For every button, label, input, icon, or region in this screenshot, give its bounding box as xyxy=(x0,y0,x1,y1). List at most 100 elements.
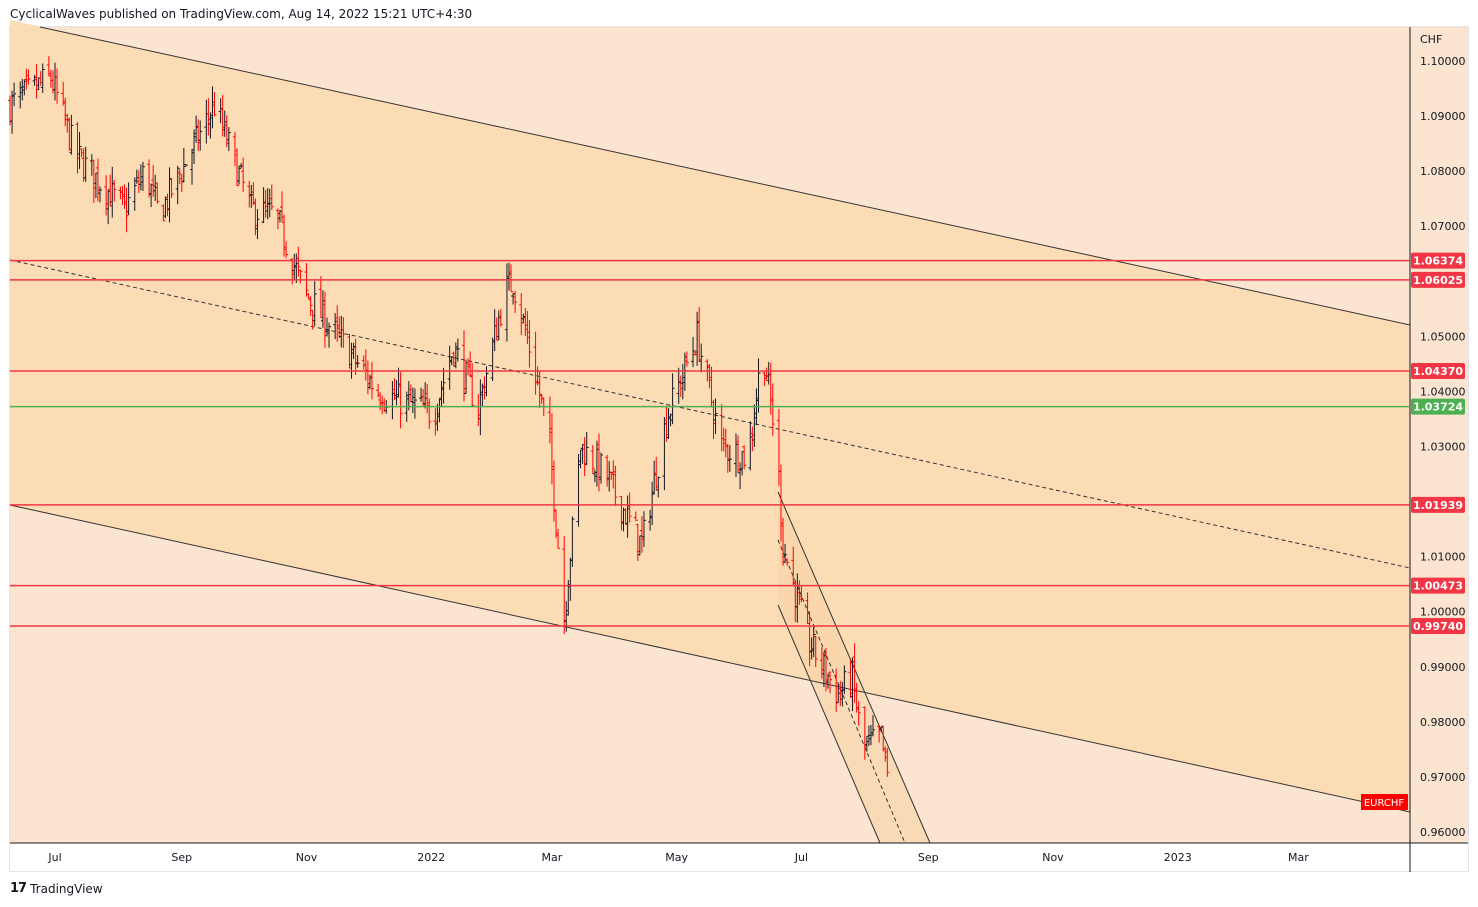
ohlc-bar xyxy=(132,177,137,211)
price-tick-label: 1.00000 xyxy=(1420,606,1466,619)
ohlc-bar xyxy=(126,182,131,215)
price-tick-label: 1.09000 xyxy=(1420,110,1466,123)
small-channel-lower-line xyxy=(777,604,881,844)
ohlc-bar xyxy=(412,388,417,419)
ohlc-bar xyxy=(69,114,74,155)
time-tick-label: Jul xyxy=(794,851,808,864)
price-level-label: 1.03724 xyxy=(1413,401,1463,414)
ohlc-bar xyxy=(584,431,589,465)
ohlc-bar xyxy=(212,91,217,117)
ohlc-bar xyxy=(298,269,303,284)
ohlc-bar xyxy=(181,147,186,183)
ohlc-bar xyxy=(785,558,790,566)
ohlc-bar xyxy=(783,543,788,564)
time-tick-label: 2022 xyxy=(417,851,445,864)
channel-upper-line xyxy=(39,26,1411,326)
ohlc-bar xyxy=(140,161,145,191)
small-channel-upper-line xyxy=(777,491,931,844)
ohlc-bar xyxy=(756,358,761,413)
ohlc-bar xyxy=(269,184,274,210)
price-level-label: 1.06025 xyxy=(1413,274,1463,287)
price-level-badge xyxy=(1411,496,1465,513)
ohlc-bar xyxy=(40,63,45,93)
price-tick-label: 0.96000 xyxy=(1420,826,1466,839)
ohlc-bar xyxy=(699,343,704,373)
ohlc-bar xyxy=(327,322,332,348)
ohlc-bar xyxy=(570,516,575,567)
ohlc-bar xyxy=(155,182,160,204)
price-level-badge xyxy=(1411,618,1465,635)
price-tick-label: 0.99000 xyxy=(1420,661,1466,674)
ohlc-bar xyxy=(308,296,313,316)
ohlc-bar xyxy=(237,165,242,185)
ohlc-bar xyxy=(527,319,532,368)
ohlc-bar xyxy=(177,169,182,185)
ohlc-bar xyxy=(670,373,675,425)
ohlc-bar xyxy=(770,383,775,436)
publish-header: CyclicalWaves published on TradingView.c… xyxy=(10,7,473,21)
chart-frame xyxy=(9,26,1469,872)
ohlc-bar xyxy=(97,186,102,203)
ohlc-bar xyxy=(398,372,403,429)
ohlc-bar xyxy=(641,511,646,547)
ohlc-bar xyxy=(509,264,514,292)
currency-label: CHF xyxy=(1420,33,1442,46)
ohlc-bar xyxy=(55,68,60,104)
ohlc-bar xyxy=(241,157,246,193)
ohlc-bar xyxy=(455,338,460,362)
ohlc-bar xyxy=(791,546,796,586)
ohlc-bar xyxy=(828,671,833,694)
ohlc-bar xyxy=(235,148,240,186)
ohlc-bar xyxy=(811,626,816,658)
price-tick-label: 1.04000 xyxy=(1420,385,1466,398)
time-tick-label: Jul xyxy=(47,851,61,864)
ohlc-bar xyxy=(799,584,804,603)
price-tick-label: 0.98000 xyxy=(1420,716,1466,729)
price-level-badge xyxy=(1411,271,1465,288)
ohlc-bar xyxy=(112,180,117,202)
tradingview-logo-icon: ⁠17 xyxy=(10,881,27,896)
price-tick-label: 1.01000 xyxy=(1420,551,1466,564)
ohlc-bar xyxy=(727,444,732,472)
ohlc-bar xyxy=(355,355,360,368)
price-tick-label: 1.05000 xyxy=(1420,330,1466,343)
footer-brand[interactable]: ⁠17 TradingView xyxy=(10,881,103,896)
channel-fill xyxy=(10,20,1410,812)
ohlc-bar xyxy=(556,528,561,549)
ohlc-bar xyxy=(627,492,632,523)
symbol-badge xyxy=(1361,794,1408,810)
time-tick-label: Mar xyxy=(542,851,563,864)
ohlc-bar xyxy=(226,126,231,152)
ohlc-bar xyxy=(312,281,317,326)
ohlc-bar xyxy=(842,665,847,694)
ohlc-bar xyxy=(590,445,595,475)
ohlc-bar xyxy=(713,398,718,435)
ohlc-bar xyxy=(494,317,499,341)
ohlc-bar xyxy=(656,476,661,498)
channel-lower-line xyxy=(9,504,1411,813)
price-tick-label: 1.08000 xyxy=(1420,165,1466,178)
time-tick-label: 2023 xyxy=(1164,851,1192,864)
small-channel-mid-line xyxy=(777,539,906,844)
time-tick-label: Sep xyxy=(171,851,192,864)
ohlc-bar xyxy=(498,308,503,327)
price-level-label: 1.01939 xyxy=(1413,499,1463,512)
price-level-label: 0.99740 xyxy=(1413,620,1463,633)
ohlc-bar xyxy=(183,164,188,167)
ohlc-bar xyxy=(12,82,17,107)
ohlc-bar xyxy=(441,367,446,404)
ohlc-bar xyxy=(169,178,174,198)
ohlc-bar xyxy=(742,445,747,470)
price-level-badge xyxy=(1411,252,1465,269)
ohlc-bar xyxy=(871,715,875,737)
price-level-badge xyxy=(1411,577,1465,594)
price-level-label: 1.04370 xyxy=(1413,365,1463,378)
ohlc-bar xyxy=(124,187,129,233)
price-tick-label: 0.97000 xyxy=(1420,771,1466,784)
price-level-label: 1.00473 xyxy=(1413,580,1463,593)
ohlc-bar xyxy=(856,701,861,726)
brand-name: TradingView xyxy=(30,881,103,896)
time-tick-label: Nov xyxy=(1042,851,1064,864)
ohlc-bar xyxy=(175,165,180,205)
